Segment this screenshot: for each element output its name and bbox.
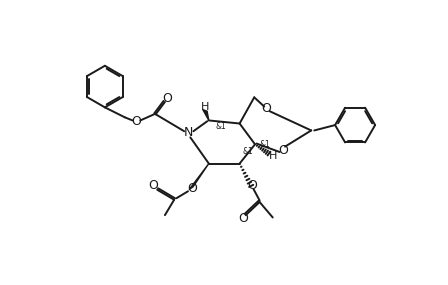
Text: O: O (148, 179, 158, 192)
Text: O: O (162, 91, 172, 105)
Text: O: O (132, 115, 142, 128)
Text: &1: &1 (216, 122, 227, 131)
Polygon shape (189, 164, 209, 190)
Text: H: H (269, 151, 278, 161)
Text: N: N (183, 126, 193, 139)
Text: O: O (278, 144, 288, 157)
Text: &1: &1 (260, 140, 271, 149)
Polygon shape (203, 110, 209, 121)
Text: O: O (188, 182, 198, 195)
Text: O: O (262, 102, 271, 115)
Text: H: H (201, 101, 209, 112)
Text: O: O (247, 179, 257, 192)
Text: &1: &1 (243, 147, 254, 156)
Text: O: O (238, 213, 248, 225)
